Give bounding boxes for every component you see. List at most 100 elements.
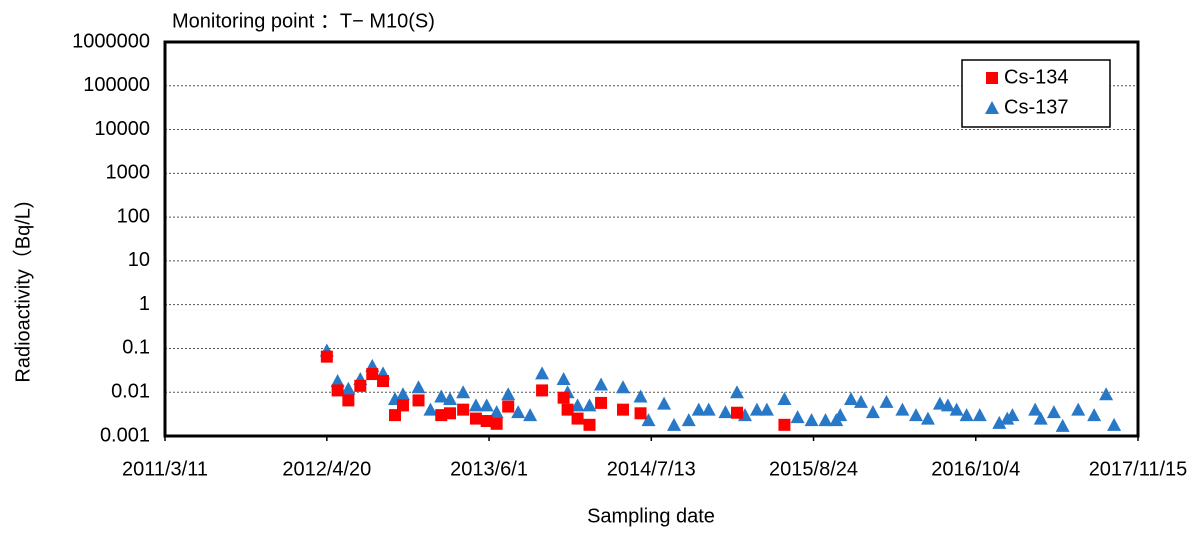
marker-triangle (411, 380, 426, 394)
x-tick-label: 2014/7/13 (607, 458, 696, 480)
marker-triangle (908, 408, 923, 422)
y-axis-title: Radioactivity（Bq/L) (11, 201, 34, 382)
marker-triangle (932, 396, 947, 410)
marker-triangle (718, 405, 733, 419)
y-tick-label: 1000000 (72, 30, 150, 52)
marker-triangle (523, 408, 538, 422)
marker-triangle (633, 389, 648, 403)
y-tick-label: 1000 (106, 162, 151, 184)
marker-triangle (749, 402, 764, 416)
marker-triangle (615, 380, 630, 394)
marker-triangle (641, 413, 656, 427)
y-tick-label: 10 (128, 249, 150, 271)
marker-square (616, 403, 629, 416)
marker-square (502, 400, 515, 413)
marker-triangle (456, 385, 471, 399)
marker-square (388, 409, 401, 422)
marker-triangle (1046, 405, 1061, 419)
marker-square (444, 407, 457, 420)
marker-triangle (501, 387, 516, 401)
marker-triangle (468, 398, 483, 412)
marker-triangle (423, 402, 438, 416)
marker-square (778, 418, 791, 431)
legend-box (961, 59, 1111, 128)
marker-triangle (833, 408, 848, 422)
y-tick-label: 0.001 (100, 424, 150, 446)
x-axis-title: Sampling date (587, 505, 715, 527)
marker-triangle (330, 374, 345, 388)
marker-square (366, 368, 379, 381)
legend-label: Cs-134 (1004, 66, 1068, 88)
marker-square (536, 384, 549, 397)
x-tick-label: 2015/8/24 (769, 458, 858, 480)
marker-triangle (701, 402, 716, 416)
marker-triangle (1055, 418, 1070, 432)
y-tick-label: 0.01 (111, 381, 150, 403)
marker-triangle (489, 405, 504, 419)
marker-square (561, 403, 574, 416)
marker-square (331, 384, 344, 397)
marker-triangle (1087, 408, 1102, 422)
marker-triangle (1099, 387, 1114, 401)
marker-triangle (691, 402, 706, 416)
legend-label: Cs-137 (1004, 96, 1068, 118)
y-tick-label: 100000 (83, 74, 150, 96)
marker-triangle (844, 392, 859, 406)
marker-triangle (992, 415, 1007, 429)
marker-triangle (790, 410, 805, 424)
y-tick-label: 0.1 (122, 337, 150, 359)
x-tick-label: 2011/3/11 (122, 458, 208, 480)
marker-triangle (777, 392, 792, 406)
marker-triangle (865, 405, 880, 419)
marker-square (342, 394, 355, 407)
marker-square (396, 399, 409, 412)
marker-triangle (818, 413, 833, 427)
marker-triangle (1071, 402, 1086, 416)
marker-triangle (920, 411, 935, 425)
marker-square (557, 391, 570, 404)
marker-square (412, 394, 425, 407)
marker-square (583, 418, 596, 431)
marker-triangle (479, 398, 494, 412)
marker-square (986, 72, 998, 84)
marker-triangle (879, 394, 894, 408)
marker-triangle (395, 387, 410, 401)
marker-square (571, 412, 584, 425)
marker-triangle (570, 398, 585, 412)
y-tick-label: 10000 (94, 118, 150, 140)
marker-triangle (1005, 408, 1020, 422)
marker-triangle (1028, 402, 1043, 416)
marker-triangle (940, 398, 955, 412)
marker-triangle (556, 372, 571, 386)
plot-frame (163, 40, 1140, 438)
marker-square (595, 396, 608, 409)
marker-triangle (594, 377, 609, 391)
marker-triangle (434, 389, 449, 403)
marker-square (377, 375, 390, 388)
marker-square (634, 407, 647, 420)
marker-triangle (443, 392, 458, 406)
marker-triangle (804, 413, 819, 427)
x-tick-label: 2017/11/15 (1089, 458, 1188, 480)
marker-triangle (895, 402, 910, 416)
marker-square (480, 415, 493, 428)
marker-triangle (985, 101, 999, 114)
marker-triangle (511, 405, 526, 419)
marker-square (457, 403, 470, 416)
marker-triangle (681, 413, 696, 427)
marker-triangle (730, 385, 745, 399)
x-tick-label: 2013/6/1 (450, 458, 528, 480)
marker-triangle (759, 402, 774, 416)
marker-square (354, 379, 367, 392)
marker-triangle (582, 398, 597, 412)
marker-triangle (535, 366, 550, 380)
marker-square (490, 417, 503, 430)
y-tick-label: 1 (139, 293, 150, 315)
x-tick-label: 2012/4/20 (282, 458, 371, 480)
marker-triangle (1107, 417, 1122, 431)
marker-square (469, 412, 482, 425)
marker-triangle (667, 417, 682, 431)
marker-triangle (853, 394, 868, 408)
marker-triangle (972, 408, 987, 422)
